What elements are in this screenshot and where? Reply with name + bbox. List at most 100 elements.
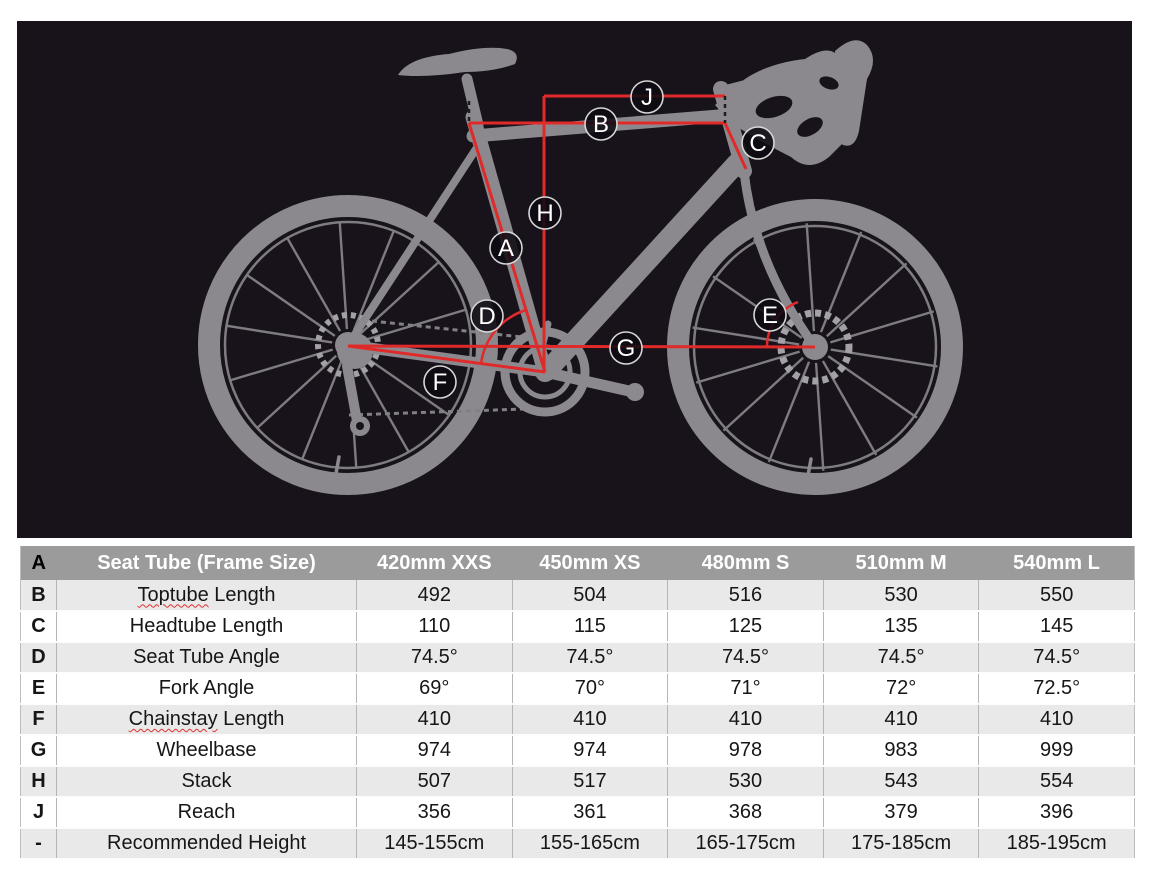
row-letter: J xyxy=(20,797,57,829)
row-label: Recommended Height xyxy=(56,828,357,860)
svg-text:B: B xyxy=(593,111,609,138)
row-value: 145 xyxy=(978,611,1135,643)
row-value: 368 xyxy=(667,797,824,829)
row-letter: - xyxy=(20,828,57,860)
diagram-label-h: H xyxy=(528,196,562,230)
row-value: 974 xyxy=(356,735,513,767)
fork xyxy=(739,166,820,352)
rider-forearm xyxy=(835,40,873,146)
pedal xyxy=(626,383,644,401)
spoke xyxy=(245,273,336,337)
row-value: 125 xyxy=(667,611,824,643)
header-size-xxs: 420mm XXS xyxy=(356,546,513,580)
header-size-s: 480mm S xyxy=(667,546,824,580)
svg-text:H: H xyxy=(536,200,553,227)
row-label: Seat Tube Angle xyxy=(56,642,357,674)
row-value: 71° xyxy=(667,673,824,705)
row-value: 155-165cm xyxy=(511,828,668,860)
svg-text:F: F xyxy=(433,369,448,396)
header-label: Seat Tube (Frame Size) xyxy=(56,546,357,580)
row-letter: F xyxy=(20,704,57,736)
row-value: 145-155cm xyxy=(356,828,513,860)
seatstay xyxy=(344,145,480,349)
row-letter: G xyxy=(20,735,57,767)
row-label: Fork Angle xyxy=(56,673,357,705)
cassette xyxy=(337,333,373,369)
table-header-row: A Seat Tube (Frame Size) 420mm XXS 450mm… xyxy=(20,546,1135,580)
diagram-label-e: E xyxy=(753,298,787,332)
misspelled-word: Chainstay xyxy=(128,708,218,730)
table-row-J: J Reach 356 361 368 379 396 xyxy=(20,797,1135,829)
geometry-table: A Seat Tube (Frame Size) 420mm XXS 450mm… xyxy=(20,546,1135,860)
spoke xyxy=(285,236,342,332)
row-value: 516 xyxy=(667,580,824,612)
svg-text:A: A xyxy=(498,235,514,262)
svg-text:G: G xyxy=(617,335,636,362)
row-value: 504 xyxy=(511,580,668,612)
row-value: 379 xyxy=(822,797,979,829)
svg-text:D: D xyxy=(478,303,495,330)
row-value: 530 xyxy=(667,766,824,798)
row-value: 110 xyxy=(356,611,513,643)
saddle xyxy=(398,47,517,76)
row-value: 983 xyxy=(822,735,979,767)
row-value: 410 xyxy=(511,704,668,736)
table-row-D: D Seat Tube Angle 74.5° 74.5° 74.5° 74.5° 74.5… xyxy=(20,642,1135,674)
row-value: 974 xyxy=(511,735,668,767)
row-value: 507 xyxy=(356,766,513,798)
table-row-B: B Toptube Length 492 504 516 530 550 xyxy=(20,580,1135,612)
row-letter: D xyxy=(20,642,57,674)
table-row-C: C Headtube Length 110 115 125 135 145 xyxy=(20,611,1135,643)
svg-text:J: J xyxy=(641,84,653,111)
row-value: 396 xyxy=(978,797,1135,829)
line-chainstay-F xyxy=(347,344,546,374)
spoke xyxy=(362,308,468,342)
spoke xyxy=(360,353,451,417)
row-value: 530 xyxy=(822,580,979,612)
header-size-xs: 450mm XS xyxy=(512,546,668,580)
row-value: 74.5° xyxy=(978,642,1135,674)
row-value: 543 xyxy=(822,766,979,798)
rider-hands-on-handlebar xyxy=(715,40,873,165)
spoke xyxy=(225,324,333,344)
row-value: 74.5° xyxy=(667,642,824,674)
table-row-E: E Fork Angle 69° 70° 71° 72° 72.5° xyxy=(20,673,1135,705)
line-wheelbase-G xyxy=(347,344,816,349)
row-value: 410 xyxy=(667,704,824,736)
row-value: 185-195cm xyxy=(978,828,1135,860)
row-value: 135 xyxy=(822,611,979,643)
row-value: 115 xyxy=(511,611,668,643)
seatpost xyxy=(461,73,484,131)
rear-wheel-spokes xyxy=(225,221,471,469)
spoke xyxy=(338,221,349,330)
bike-diagram-svg: A B C D E xyxy=(198,40,963,495)
row-label: Wheelbase xyxy=(56,735,357,767)
spoke xyxy=(300,359,344,461)
row-value: 74.5° xyxy=(822,642,979,674)
row-value: 72.5° xyxy=(978,673,1135,705)
diagram-label-c: C xyxy=(741,126,775,160)
row-value: 410 xyxy=(822,704,979,736)
row-letter: E xyxy=(20,673,57,705)
spoke xyxy=(805,223,816,332)
row-label: Stack xyxy=(56,766,357,798)
table-row-H: H Stack 507 517 530 543 554 xyxy=(20,766,1135,798)
table-row-F: F Chainstay Length 410 410 410 410 410 xyxy=(20,704,1135,736)
misspelled-word: Toptube xyxy=(137,583,209,606)
spoke xyxy=(228,348,334,382)
row-letter: H xyxy=(20,766,57,798)
row-label: Reach xyxy=(56,797,357,829)
svg-text:C: C xyxy=(749,130,766,157)
diagram-label-d: D xyxy=(470,299,504,333)
row-value: 978 xyxy=(667,735,824,767)
row-value: 70° xyxy=(511,673,668,705)
chain-upper xyxy=(371,319,523,339)
spoke xyxy=(354,358,411,454)
diagram-label-f: F xyxy=(423,365,457,399)
row-value: 165-175cm xyxy=(667,828,824,860)
spoke xyxy=(695,350,801,384)
line-headtube-C xyxy=(723,122,748,170)
row-value: 492 xyxy=(356,580,513,612)
row-value: 517 xyxy=(511,766,668,798)
